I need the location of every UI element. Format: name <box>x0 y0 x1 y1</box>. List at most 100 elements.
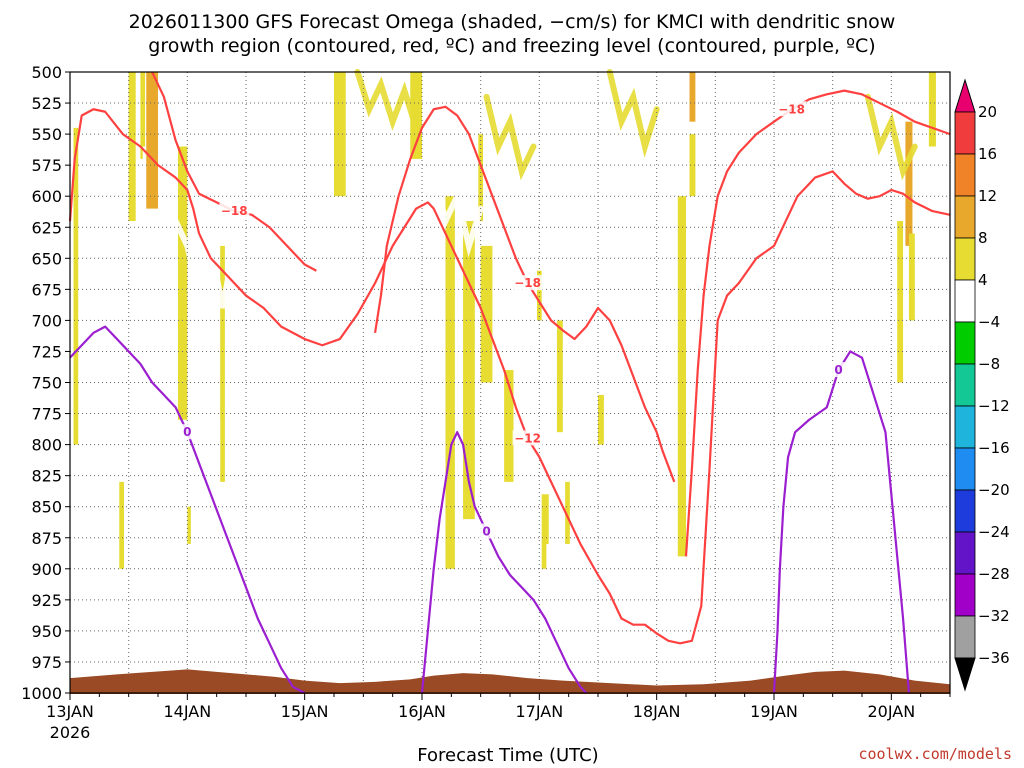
y-tick-label: 525 <box>31 94 62 113</box>
dgz-contour-label: −18 <box>514 276 541 290</box>
omega-shade-patch <box>243 72 256 122</box>
colorbar-label: 16 <box>978 145 997 163</box>
x-tick-label: 15JAN <box>281 702 329 721</box>
omega-shade-streak <box>788 118 830 200</box>
omega-shade-patch <box>119 481 124 569</box>
omega-shade-patch <box>220 245 225 482</box>
x-tick-label: 16JAN <box>398 702 446 721</box>
colorbar-label: −36 <box>978 649 1010 667</box>
omega-shade-patch <box>504 370 514 482</box>
omega-shade-patch <box>536 270 542 321</box>
omega-shade-streak <box>864 93 918 181</box>
x-tick-label: 19JAN <box>750 702 798 721</box>
omega-shade-patch <box>556 320 563 433</box>
omega-shade-patch <box>142 146 146 209</box>
omega-shade-patch <box>905 121 913 246</box>
omega-shade-patch <box>149 494 155 607</box>
colorbar-label: 4 <box>978 271 988 289</box>
y-tick-label: 700 <box>31 311 62 330</box>
omega-shade-patch <box>410 72 422 159</box>
x-tick-label: 14JAN <box>163 702 211 721</box>
x-axis-label: Forecast Time (UTC) <box>417 745 598 766</box>
colorbar-band <box>954 531 976 575</box>
colorbar-band <box>954 405 976 449</box>
freezing-contour-line <box>420 431 588 694</box>
omega-shade-patch <box>246 121 252 209</box>
freezing-contour-label-bg <box>478 523 495 539</box>
dgz-contour-label-bg <box>219 203 250 219</box>
freezing-contour-label: 0 <box>482 525 490 539</box>
dgz-contour-label-bg <box>776 101 807 117</box>
colorbar-bottom-arrow <box>954 657 976 692</box>
grid <box>69 71 951 694</box>
omega-shade-patch <box>463 221 475 520</box>
colorbar: 20 16 12 8 4 −4 −8 −12 −16 −20 −24 −28 −32 −36 <box>954 78 1010 692</box>
omega-shade-streak <box>172 218 273 311</box>
y-tick-label: 650 <box>31 249 62 268</box>
omega-shade-streak <box>354 69 420 131</box>
y-tick-label: 925 <box>31 591 62 610</box>
y-tick-label: 625 <box>31 218 62 237</box>
omega-shade-streak <box>248 62 326 156</box>
colorbar-top-arrow <box>954 78 976 113</box>
x-tick-label: 17JAN <box>515 702 563 721</box>
colorbar-label: −28 <box>978 565 1010 583</box>
dgz-contour-label: −18 <box>778 102 805 116</box>
omega-shade-patch <box>478 134 484 222</box>
y-axis: 500 525 550 575 600 625 650 675 700 725 750 775 800 8… <box>21 63 70 703</box>
omega-shade-patch <box>177 146 188 420</box>
colorbar-label: −20 <box>978 481 1010 499</box>
omega-shade-streak <box>430 168 484 258</box>
chart-title-line2: growth region (contoured, red, ºC) and f… <box>148 35 875 57</box>
omega-shade-patch <box>565 481 570 544</box>
colorbar-label: −12 <box>978 397 1010 415</box>
omega-shade-patch <box>84 72 90 97</box>
colorbar-label: −16 <box>978 439 1010 457</box>
omega-shade-patch <box>140 72 146 159</box>
omega-shade-patch <box>134 457 141 594</box>
colorbar-band <box>954 489 976 533</box>
y-tick-label: 850 <box>31 498 62 517</box>
omega-shade-patch <box>928 72 936 147</box>
omega-shade-patch <box>689 134 696 197</box>
dgz-contour-label-bg <box>512 275 543 291</box>
dgz-contour-line <box>151 71 317 272</box>
x-axis: 13JAN 2026 14JAN 15JAN 16JAN 17JAN 18JAN 19JAN 2… <box>46 693 951 742</box>
y-tick-label: 725 <box>31 342 62 361</box>
colorbar-band <box>954 195 976 239</box>
y-tick-label: 950 <box>31 622 62 641</box>
omega-shade-patch <box>73 127 79 445</box>
y-tick-label: 1000 <box>21 684 62 703</box>
colorbar-band <box>954 237 976 281</box>
omega-shade-patch <box>234 469 239 544</box>
omega-shade-patch <box>908 233 915 321</box>
y-tick-label: 500 <box>31 63 62 82</box>
y-tick-label: 600 <box>31 187 62 206</box>
colorbar-label: 12 <box>978 187 997 205</box>
colorbar-label: −8 <box>978 355 1000 373</box>
y-tick-label: 775 <box>31 405 62 424</box>
omega-shade-patch <box>146 72 158 209</box>
y-tick-label: 575 <box>31 156 62 175</box>
colorbar-band <box>954 153 976 197</box>
colorbar-band <box>954 447 976 491</box>
y-tick-label: 900 <box>31 560 62 579</box>
omega-shade-patch <box>536 506 541 644</box>
omega-shade-patch <box>480 245 493 383</box>
dgz-contour-label-bg <box>512 430 543 446</box>
colorbar-band <box>954 615 976 659</box>
omega-shade-patch <box>128 72 136 222</box>
omega-shade-streak <box>483 93 537 181</box>
colorbar-label: −24 <box>978 523 1010 541</box>
freezing-contour-label: 0 <box>834 363 842 377</box>
colorbar-band <box>954 111 976 155</box>
omega-shade-patch <box>208 270 214 445</box>
x-tick-label: 20JAN <box>867 702 915 721</box>
colorbar-band <box>954 321 976 365</box>
contours: −12 −18 −18 −18 0 0 0 <box>68 71 951 694</box>
y-tick-label: 825 <box>31 467 62 486</box>
omega-shade-streak <box>606 69 660 158</box>
dgz-contour-line <box>68 108 951 645</box>
omega-shade-streak <box>832 429 860 510</box>
